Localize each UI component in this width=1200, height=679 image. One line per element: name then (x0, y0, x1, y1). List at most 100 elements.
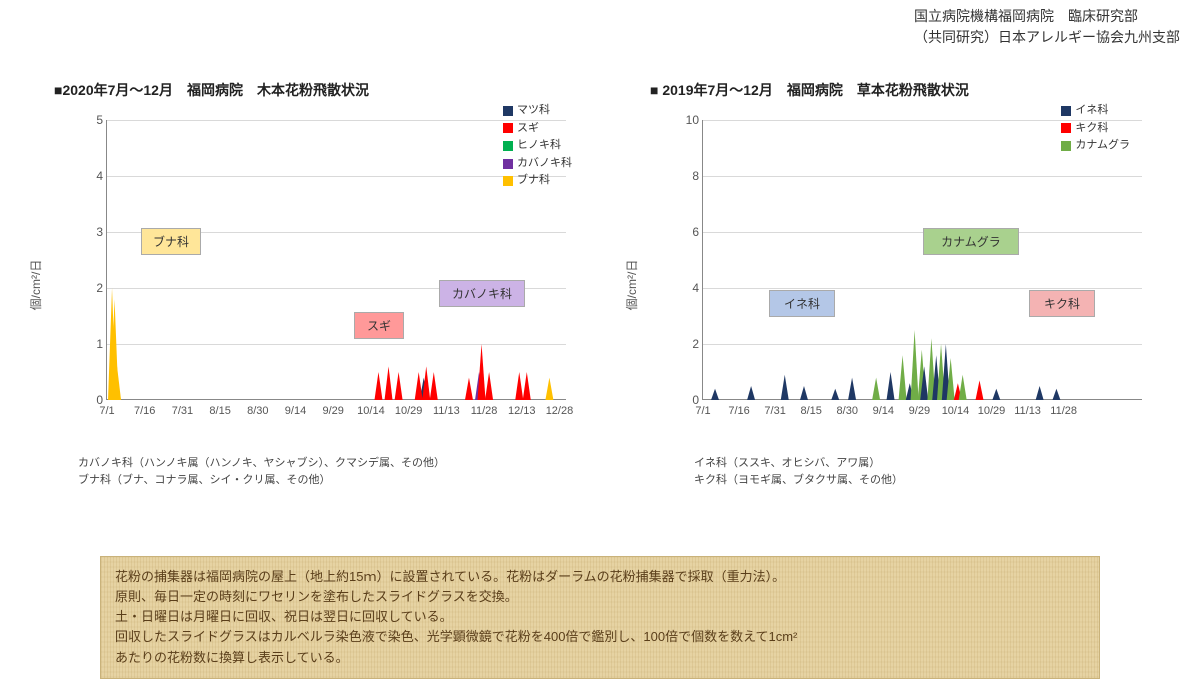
annotation-カバノキ科: カバノキ科 (439, 280, 525, 307)
left-footnote: カバノキ科（ハンノキ属（ハンノキ、ヤシャブシ）、クマシデ属、その他） ブナ科（ブ… (78, 455, 445, 488)
x-tick: 7/1 (99, 405, 114, 417)
left-y-axis-label: 個/cm²/日 (27, 260, 44, 311)
y-tick: 6 (685, 225, 699, 239)
legend-label: ブナ科 (517, 172, 550, 190)
legend-label: マツ科 (517, 102, 550, 120)
header-org: 国立病院機構福岡病院 臨床研究部 （共同研究）日本アレルギー協会九州支部 (914, 6, 1180, 48)
right-legend: イネ科キク科カナムグラ (1061, 102, 1130, 155)
spike-ine (747, 386, 755, 400)
spike-sugi (374, 372, 382, 400)
legend-label: カバノキ科 (517, 155, 572, 173)
x-tick: 9/29 (323, 405, 344, 417)
spike-kiku (976, 380, 984, 400)
legend-swatch (1061, 106, 1071, 116)
legend-item-kiku: キク科 (1061, 120, 1130, 138)
right-chart: 個/cm²/日 02468107/17/167/318/158/309/149/… (650, 120, 1160, 450)
x-tick: 7/16 (134, 405, 155, 417)
spike-ine (887, 372, 895, 400)
x-tick: 11/13 (433, 405, 460, 417)
right-plot-area: 02468107/17/167/318/158/309/149/2910/141… (702, 120, 1142, 400)
x-tick: 9/14 (873, 405, 894, 417)
spike-ine (831, 389, 839, 400)
y-tick: 4 (89, 169, 103, 183)
spike-ine (800, 386, 808, 400)
legend-swatch (503, 123, 513, 133)
legend-item-buna: ブナ科 (503, 172, 572, 190)
header-line2: （共同研究）日本アレルギー協会九州支部 (914, 27, 1180, 48)
legend-swatch (1061, 141, 1071, 151)
legend-label: ヒノキ科 (517, 137, 561, 155)
x-tick: 8/15 (800, 405, 821, 417)
spike-ine (1036, 386, 1044, 400)
x-tick: 11/13 (1014, 405, 1041, 417)
legend-label: カナムグラ (1075, 137, 1130, 155)
x-tick: 12/13 (508, 405, 536, 417)
legend-item-kabanoki: カバノキ科 (503, 155, 572, 173)
x-tick: 7/16 (728, 405, 749, 417)
left-chart: 個/cm²/日 0123457/17/167/318/158/309/149/2… (54, 120, 574, 450)
x-tick: 9/14 (285, 405, 306, 417)
legend-item-ine: イネ科 (1061, 102, 1130, 120)
spike-ine (781, 375, 789, 400)
x-tick: 9/29 (909, 405, 930, 417)
spike-ine (848, 378, 856, 400)
legend-item-hinoki: ヒノキ科 (503, 137, 572, 155)
legend-label: スギ (517, 120, 539, 138)
x-tick: 10/14 (942, 405, 970, 417)
legend-item-matsu: マツ科 (503, 102, 572, 120)
spike-sugi (415, 372, 423, 400)
annotation-カナムグラ: カナムグラ (923, 228, 1019, 255)
right-y-axis-label: 個/cm²/日 (623, 260, 640, 311)
legend-item-kanamugura: カナムグラ (1061, 137, 1130, 155)
legend-swatch (503, 159, 513, 169)
right-spikes (703, 120, 1143, 400)
legend-label: イネ科 (1075, 102, 1108, 120)
spike-kanamugura (872, 378, 880, 400)
annotation-ブナ科: ブナ科 (141, 228, 201, 255)
spike-sugi (523, 372, 531, 400)
y-tick: 5 (89, 113, 103, 127)
x-tick: 8/30 (837, 405, 858, 417)
annotation-スギ: スギ (354, 312, 404, 339)
legend-swatch (1061, 123, 1071, 133)
spike-sugi (515, 372, 523, 400)
right-chart-title: ■ 2019年7月～12月 福岡病院 草本花粉飛散状況 (650, 80, 969, 100)
header-line1: 国立病院機構福岡病院 臨床研究部 (914, 6, 1180, 27)
spike-kanamugura (959, 375, 967, 400)
spike-sugi (478, 344, 486, 400)
spike-sugi (465, 378, 473, 400)
x-tick: 12/28 (546, 405, 574, 417)
legend-label: キク科 (1075, 120, 1108, 138)
left-spikes (107, 120, 567, 400)
spike-sugi (395, 372, 403, 400)
spike-ine (992, 389, 1000, 400)
y-tick: 3 (89, 225, 103, 239)
y-tick: 10 (685, 113, 699, 127)
spike-kanamugura (911, 330, 919, 400)
x-tick: 8/30 (247, 405, 268, 417)
spike-buna (545, 378, 553, 400)
left-plot-area: 0123457/17/167/318/158/309/149/2910/1410… (106, 120, 566, 400)
x-tick: 10/29 (395, 405, 423, 417)
spike-ine (1052, 389, 1060, 400)
x-tick: 10/29 (978, 405, 1006, 417)
y-tick: 2 (685, 337, 699, 351)
legend-swatch (503, 141, 513, 151)
x-tick: 7/1 (695, 405, 710, 417)
spike-ine (711, 389, 719, 400)
spike-kanamugura (899, 355, 907, 400)
left-chart-title: ■2020年7月～12月 福岡病院 木本花粉飛散状況 (54, 80, 369, 100)
legend-item-sugi: スギ (503, 120, 572, 138)
left-legend: マツ科スギヒノキ科カバノキ科ブナ科 (503, 102, 572, 190)
spike-sugi (485, 372, 493, 400)
x-tick: 7/31 (764, 405, 785, 417)
x-tick: 10/14 (357, 405, 385, 417)
right-footnote: イネ科（ススキ、オヒシバ、アワ属） キク科（ヨモギ属、ブタクサ属、その他） (694, 455, 903, 488)
y-tick: 1 (89, 337, 103, 351)
annotation-キク科: キク科 (1029, 290, 1095, 317)
method-box: 花粉の捕集器は福岡病院の屋上（地上約15ｍ）に設置されている。花粉はダーラムの花… (100, 556, 1100, 679)
annotation-イネ科: イネ科 (769, 290, 835, 317)
legend-swatch (503, 106, 513, 116)
y-tick: 8 (685, 169, 699, 183)
y-tick: 2 (89, 281, 103, 295)
